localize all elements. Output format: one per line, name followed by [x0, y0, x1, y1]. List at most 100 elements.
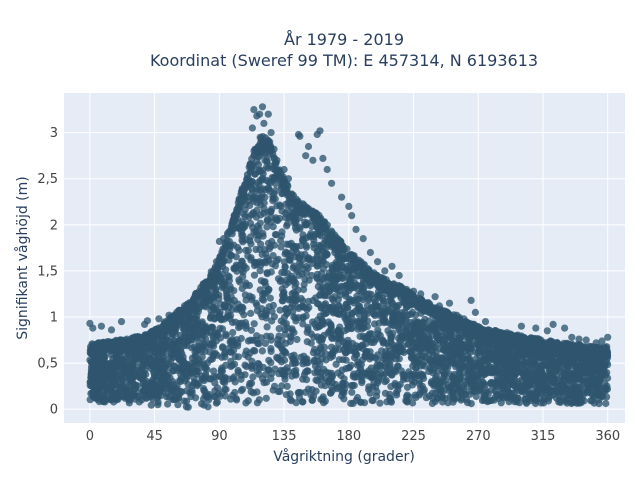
data-point [253, 388, 261, 396]
data-point [271, 382, 279, 390]
data-point [247, 388, 255, 396]
data-point [198, 361, 206, 369]
data-point [358, 379, 366, 387]
data-point [281, 263, 289, 271]
data-point [266, 294, 274, 302]
data-point [311, 230, 319, 238]
data-point [366, 279, 374, 287]
data-point [353, 292, 361, 301]
data-point [341, 290, 350, 298]
data-point [243, 171, 252, 179]
data-point [465, 334, 473, 342]
data-point [481, 381, 489, 389]
data-point [129, 370, 137, 378]
data-point [347, 296, 355, 304]
data-point [211, 387, 219, 395]
data-point [558, 373, 566, 381]
data-point [253, 332, 261, 340]
data-point [290, 351, 298, 359]
data-point [426, 327, 434, 335]
data-point [345, 364, 353, 372]
data-point [332, 380, 340, 389]
data-point [199, 335, 207, 343]
data-point [247, 326, 255, 334]
data-point [204, 403, 212, 411]
data-point [190, 343, 198, 351]
data-point [301, 368, 310, 376]
data-point [224, 272, 232, 280]
data-point [292, 226, 300, 234]
data-point [197, 347, 206, 355]
data-point [249, 373, 257, 381]
data-point [355, 311, 363, 319]
data-point [279, 189, 287, 197]
data-point [229, 329, 237, 337]
data-point [211, 392, 219, 401]
data-point [555, 356, 563, 364]
data-point [527, 354, 535, 362]
data-point [340, 375, 348, 383]
data-point [271, 365, 279, 373]
data-point [344, 322, 352, 330]
data-point [268, 174, 276, 182]
data-point [263, 223, 271, 231]
data-point [370, 320, 379, 328]
data-point [343, 347, 352, 356]
data-point [366, 389, 374, 397]
data-point [320, 320, 328, 328]
data-point [552, 339, 560, 347]
data-point [221, 385, 229, 393]
data-point [278, 232, 286, 240]
data-point [327, 389, 335, 397]
data-point [207, 306, 215, 314]
data-point [264, 285, 273, 293]
data-point [302, 243, 311, 251]
data-point [171, 320, 179, 328]
data-point [577, 399, 585, 407]
data-point [231, 353, 239, 361]
data-point [225, 375, 233, 383]
data-point [432, 328, 440, 336]
data-point [257, 277, 265, 285]
data-point [259, 232, 267, 240]
data-point [564, 387, 573, 395]
data-point [168, 330, 176, 338]
data-point [198, 328, 207, 336]
data-point [222, 330, 230, 338]
data-point [374, 351, 382, 359]
data-point [374, 288, 383, 296]
data-point [445, 384, 453, 392]
data-point [229, 305, 237, 313]
data-point [304, 255, 312, 263]
data-point [372, 392, 381, 400]
data-point [438, 354, 446, 362]
data-point [570, 381, 579, 389]
data-point [318, 395, 327, 403]
data-point [278, 382, 286, 390]
data-point [433, 394, 441, 402]
data-point [549, 377, 557, 385]
data-point [523, 371, 531, 379]
data-point [386, 296, 394, 305]
data-point [114, 392, 122, 400]
data-point [277, 243, 285, 251]
data-point [267, 359, 275, 367]
data-point [202, 372, 210, 380]
data-point [310, 240, 318, 248]
data-point [409, 399, 417, 407]
data-point [508, 389, 516, 397]
data-point [246, 237, 254, 245]
data-point [249, 224, 257, 232]
data-point [390, 366, 398, 374]
data-point [562, 366, 570, 374]
data-point [324, 292, 332, 300]
data-point [506, 340, 515, 348]
data-point [428, 399, 436, 408]
data-point [259, 174, 267, 182]
data-point [335, 356, 343, 364]
data-point [386, 361, 394, 369]
data-point [233, 396, 241, 404]
data-point [212, 399, 220, 407]
data-point [250, 346, 258, 355]
data-point [244, 397, 252, 405]
